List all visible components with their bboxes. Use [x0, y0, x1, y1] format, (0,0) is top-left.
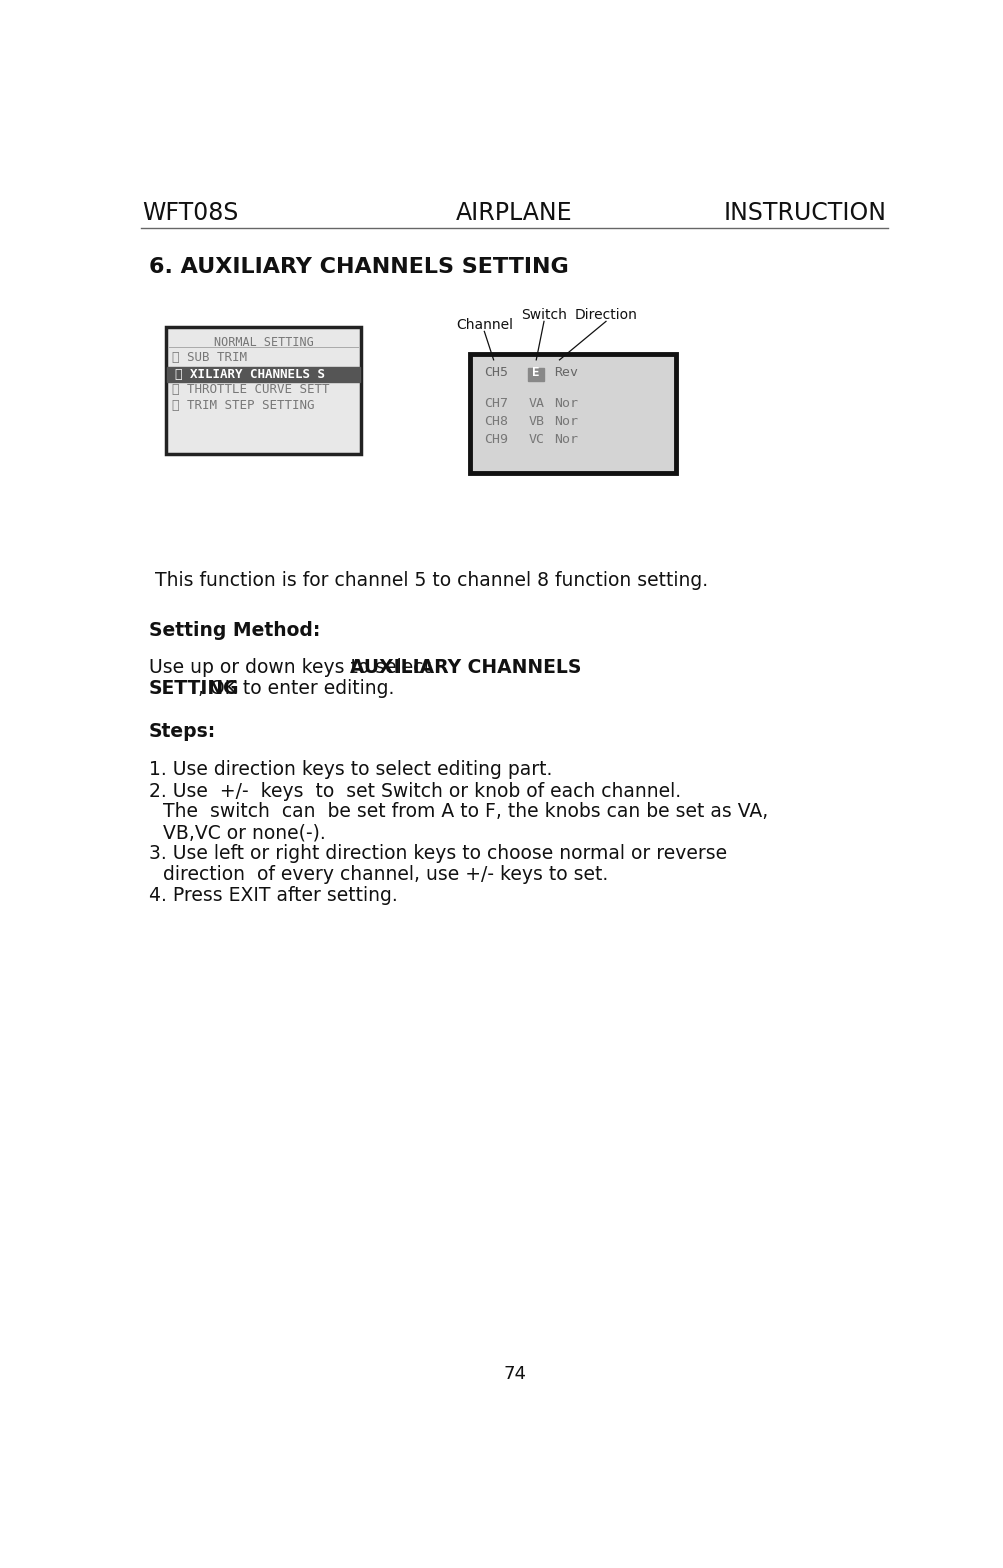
Bar: [470, 354, 675, 474]
Text: Nor: Nor: [554, 433, 578, 445]
Text: ⓤ SUB TRIM: ⓤ SUB TRIM: [172, 351, 247, 364]
Text: direction  of every channel, use +/- keys to set.: direction of every channel, use +/- keys…: [162, 864, 608, 884]
Text: CH9: CH9: [483, 433, 508, 445]
Text: Switch: Switch: [521, 309, 567, 321]
Text: VB: VB: [528, 416, 544, 428]
Text: AUXILIARY CHANNELS: AUXILIARY CHANNELS: [350, 657, 581, 677]
Text: This function is for channel 5 to channel 8 function setting.: This function is for channel 5 to channe…: [148, 571, 707, 591]
Text: 1. Use direction keys to select editing part.: 1. Use direction keys to select editing …: [148, 760, 552, 779]
Text: VA: VA: [528, 397, 544, 411]
Text: CH8: CH8: [483, 416, 508, 428]
Bar: [165, 326, 361, 453]
Text: VB,VC or none(-).: VB,VC or none(-).: [162, 823, 325, 842]
Text: VC: VC: [528, 433, 544, 445]
Text: SETTING: SETTING: [148, 679, 239, 698]
Text: Direction: Direction: [574, 309, 637, 321]
Text: Rev: Rev: [554, 367, 578, 379]
Text: CH5: CH5: [483, 367, 508, 379]
Text: Steps:: Steps:: [148, 723, 216, 742]
Text: WFT08S: WFT08S: [142, 201, 239, 224]
Bar: [528, 368, 544, 381]
Text: INSTRUCTION: INSTRUCTION: [723, 201, 886, 224]
Text: E: E: [532, 367, 540, 379]
Text: 3. Use left or right direction keys to choose normal or reverse: 3. Use left or right direction keys to c…: [148, 844, 726, 862]
Text: Setting Method:: Setting Method:: [148, 621, 320, 640]
Text: 6. AUXILIARY CHANNELS SETTING: 6. AUXILIARY CHANNELS SETTING: [148, 257, 568, 278]
Text: 74: 74: [503, 1366, 526, 1383]
Text: , OK to enter editing.: , OK to enter editing.: [198, 679, 393, 698]
Text: ⓧ TRIM STEP SETTING: ⓧ TRIM STEP SETTING: [172, 398, 314, 412]
Text: Nor: Nor: [554, 397, 578, 411]
Text: NORMAL SETTING: NORMAL SETTING: [214, 336, 313, 348]
Text: 4. Press EXIT after setting.: 4. Press EXIT after setting.: [148, 886, 397, 905]
Text: ⓥ XILIARY CHANNELS S: ⓥ XILIARY CHANNELS S: [175, 368, 325, 381]
Text: Nor: Nor: [554, 416, 578, 428]
Text: AIRPLANE: AIRPLANE: [455, 201, 573, 224]
Text: CH7: CH7: [483, 397, 508, 411]
Text: The  switch  can  be set from A to F, the knobs can be set as VA,: The switch can be set from A to F, the k…: [162, 803, 767, 822]
Text: Channel: Channel: [455, 318, 513, 332]
Text: 2. Use  +/-  keys  to  set Switch or knob of each channel.: 2. Use +/- keys to set Switch or knob of…: [148, 781, 680, 801]
Text: ① THROTTLE CURVE SETT: ① THROTTLE CURVE SETT: [172, 384, 329, 397]
Bar: [166, 367, 360, 383]
Text: Use up or down keys to select: Use up or down keys to select: [148, 657, 436, 677]
